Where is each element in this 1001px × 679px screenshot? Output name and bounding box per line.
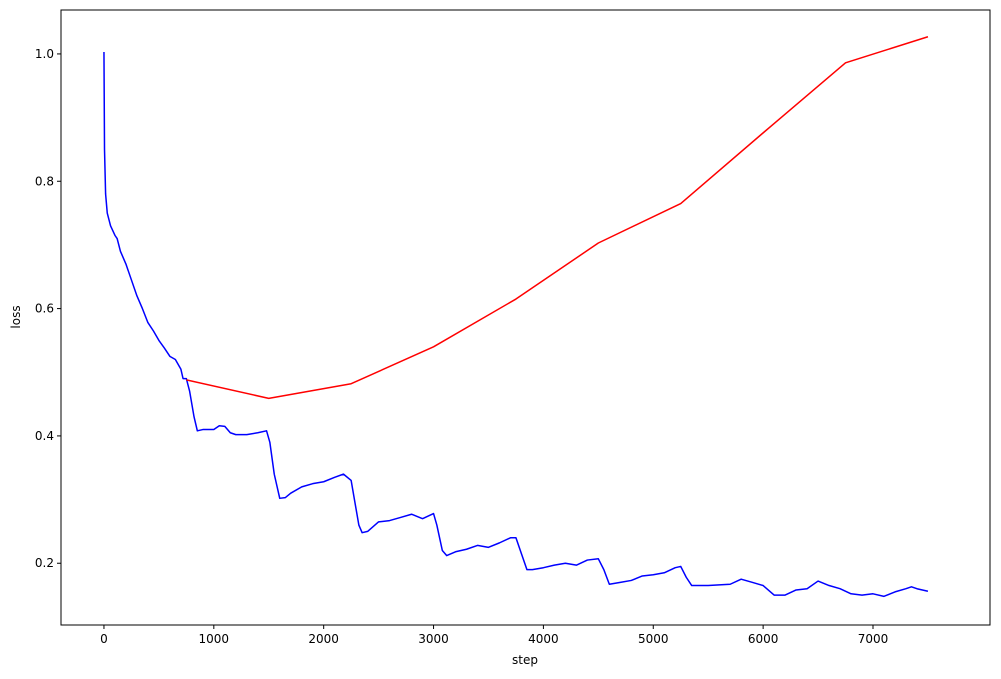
axes-frame — [60, 9, 991, 626]
y-tick-label: 1.0 — [35, 47, 54, 61]
x-tick-label: 7000 — [858, 632, 889, 646]
y-tick-label: 0.6 — [35, 302, 54, 316]
x-tick-label: 2000 — [308, 632, 339, 646]
series-line — [103, 52, 929, 598]
series-line — [186, 36, 929, 400]
x-tick-label: 4000 — [528, 632, 559, 646]
y-axis-label: loss — [9, 305, 23, 328]
y-tick-label: 0.8 — [35, 174, 54, 188]
x-tick-label: 6000 — [748, 632, 779, 646]
x-axis-label: step — [512, 653, 538, 667]
y-tick-label: 0.4 — [35, 429, 54, 443]
x-tick-label: 1000 — [199, 632, 230, 646]
x-tick-label: 3000 — [418, 632, 449, 646]
x-tick-label: 0 — [100, 632, 108, 646]
x-tick-label: 5000 — [638, 632, 669, 646]
y-tick-label: 0.2 — [35, 556, 54, 570]
